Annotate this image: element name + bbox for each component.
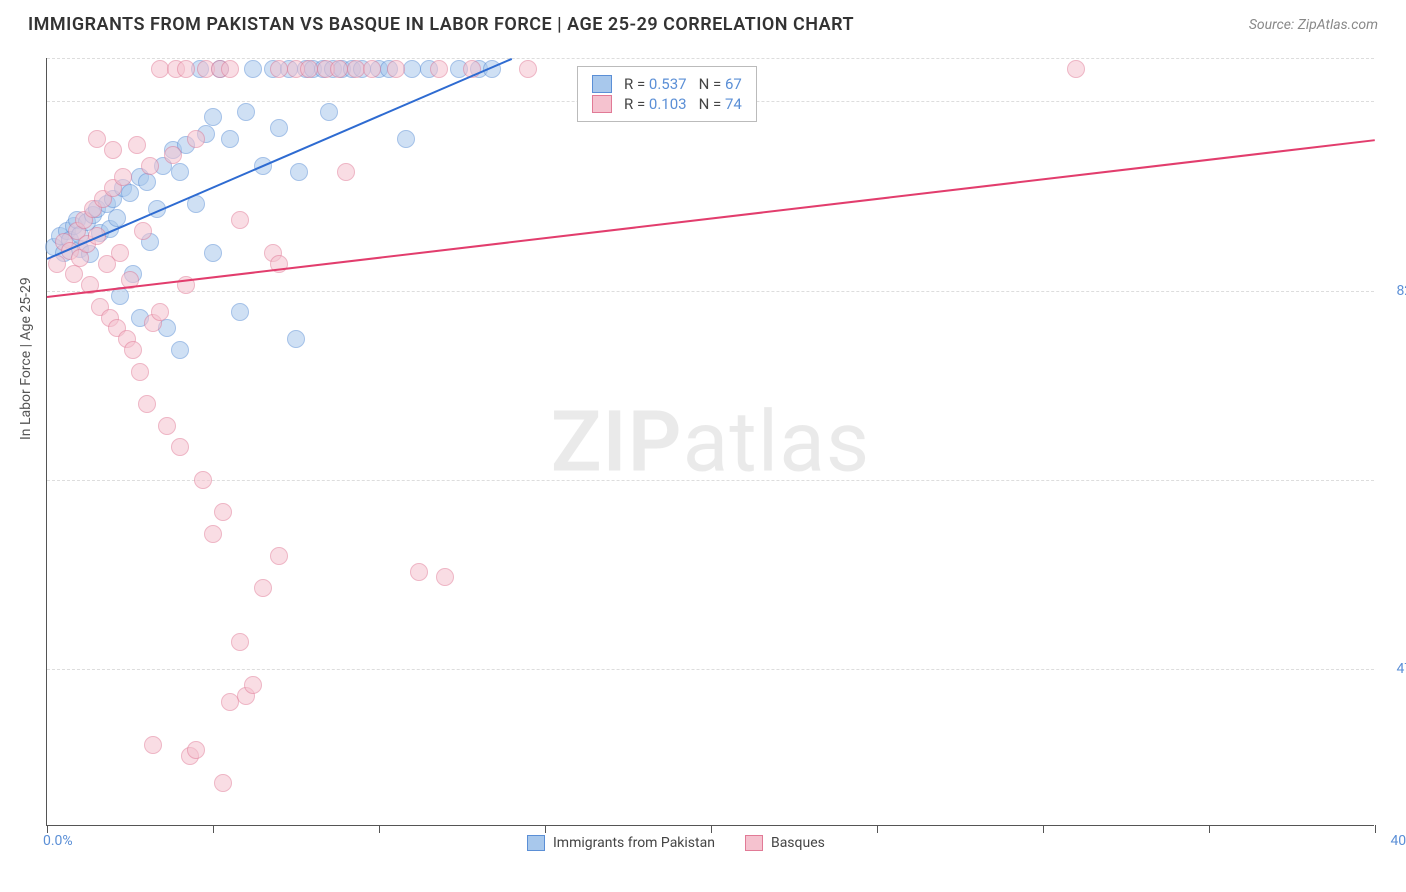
y-tick-label: 82.5% [1396,283,1406,299]
data-point [214,503,232,521]
data-point [287,330,305,348]
legend-row-pakistan: R = 0.537 N = 67 [592,75,742,93]
trend-line [47,58,513,260]
x-tick [711,825,712,833]
data-point [430,60,448,78]
data-point [164,146,182,164]
legend-swatch-icon [745,835,763,851]
data-point [124,341,142,359]
x-tick [1209,825,1210,833]
data-point [204,525,222,543]
data-point [221,693,239,711]
data-point [244,676,262,694]
data-point [141,157,159,175]
x-axis-max-label: 40.0% [1390,833,1406,849]
data-point [387,60,405,78]
chart-title: IMMIGRANTS FROM PAKISTAN VS BASQUE IN LA… [28,14,854,35]
watermark: ZIPatlas [551,392,871,491]
data-point [65,265,83,283]
data-point [397,130,415,148]
data-point [363,60,381,78]
data-point [270,547,288,565]
data-point [519,60,537,78]
data-point [114,168,132,186]
data-point [111,244,129,262]
data-point [330,60,348,78]
gridline [47,58,1374,59]
data-point [194,471,212,489]
data-point [231,633,249,651]
data-point [231,211,249,229]
x-tick [379,825,380,833]
legend-swatch-pakistan [592,75,612,93]
data-point [337,163,355,181]
x-axis-min-label: 0.0% [43,833,73,849]
x-tick [877,825,878,833]
data-point [104,141,122,159]
data-point [231,303,249,321]
x-tick [213,825,214,833]
data-point [187,741,205,759]
source-label: Source: ZipAtlas.com [1249,17,1378,33]
data-point [270,119,288,137]
y-axis-title: In Labor Force | Age 25-29 [18,277,34,440]
data-point [138,395,156,413]
y-tick-label: 47.5% [1396,661,1406,677]
data-point [151,60,169,78]
data-point [410,563,428,581]
data-point [204,108,222,126]
data-point [436,568,454,586]
data-point [121,184,139,202]
x-tick [1043,825,1044,833]
x-tick [545,825,546,833]
legend-swatch-basques [592,95,612,113]
data-point [270,60,288,78]
data-point [300,60,318,78]
data-point [171,438,189,456]
data-point [158,417,176,435]
data-point [244,60,262,78]
data-point [138,173,156,191]
data-point [134,222,152,240]
data-point [1067,60,1085,78]
data-point [88,130,106,148]
correlation-legend: R = 0.537 N = 67 R = 0.103 N = 74 [577,66,757,122]
gridline [47,669,1374,670]
data-point [237,103,255,121]
x-tick [47,825,48,833]
legend-item-pakistan: Immigrants from Pakistan [527,835,715,851]
data-point [204,244,222,262]
data-point [221,60,239,78]
legend-item-basques: Basques [745,835,825,851]
data-point [131,363,149,381]
data-point [320,103,338,121]
legend-swatch-icon [527,835,545,851]
data-point [128,136,146,154]
data-point [214,774,232,792]
data-point [151,303,169,321]
x-tick [1375,825,1376,833]
gridline [47,291,1374,292]
data-point [171,163,189,181]
legend-row-basques: R = 0.103 N = 74 [592,95,742,113]
data-point [403,60,421,78]
data-point [347,60,365,78]
correlation-scatter-chart: ZIPatlas R = 0.537 N = 67 R = 0.103 N = … [46,58,1374,826]
data-point [290,163,308,181]
data-point [254,579,272,597]
data-point [177,60,195,78]
data-point [171,341,189,359]
gridline [47,480,1374,481]
data-point [187,130,205,148]
data-point [144,736,162,754]
series-legend: Immigrants from Pakistan Basques [527,835,825,851]
data-point [221,130,239,148]
